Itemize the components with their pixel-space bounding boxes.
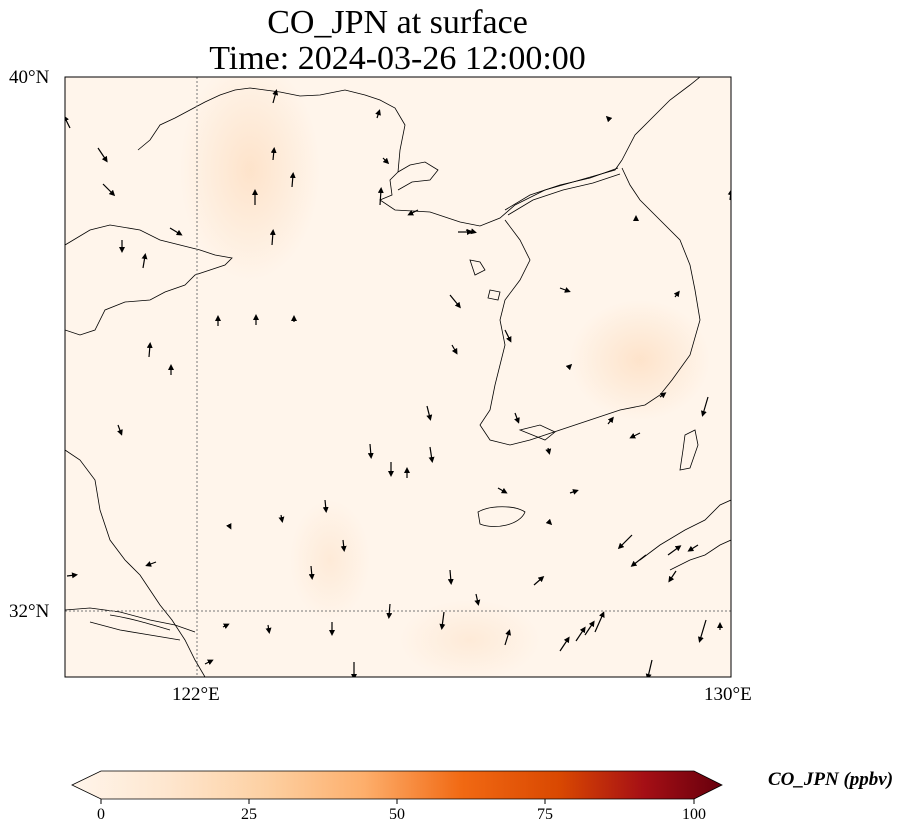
lat-tick-32n: 32°N (9, 601, 50, 622)
wind-arrow (447, 569, 454, 585)
wind-arrow (377, 187, 384, 206)
wind-arrow (278, 514, 285, 523)
wind-arrow (605, 115, 613, 123)
wind-arrow (504, 329, 512, 343)
gridlines (65, 77, 731, 677)
wind-vectors (65, 89, 731, 677)
wind-arrow (375, 109, 381, 119)
wind-arrow (594, 611, 605, 633)
wind-arrow (673, 290, 680, 298)
wind-arrow (145, 561, 157, 567)
wind-arrow (504, 629, 511, 646)
wind-arrow (146, 342, 153, 358)
wind-arrow (687, 544, 699, 552)
wind-arrow (169, 227, 183, 236)
wind-arrow (617, 534, 633, 550)
wind-arrow (545, 518, 553, 526)
wind-arrow (272, 89, 279, 104)
wind-arrow (66, 572, 78, 579)
wind-arrow (222, 623, 230, 630)
lat-tick-40n: 40°N (9, 67, 50, 88)
wind-arrow (645, 659, 653, 677)
wind-arrow (533, 576, 545, 586)
map-title-line1: CO_JPN at surface (267, 4, 528, 41)
lon-tick-122e: 122°E (172, 684, 220, 705)
colorbar (71, 770, 723, 804)
wind-arrow (569, 489, 579, 495)
wind-arrow (439, 611, 446, 630)
wind-arrow (474, 593, 481, 606)
wind-arrow (382, 157, 390, 165)
wind-arrow (117, 424, 123, 436)
colorbar-label: CO_JPN (ppbv) (768, 769, 894, 790)
coastlines (65, 77, 731, 677)
lon-tick-130e: 130°E (704, 684, 752, 705)
wind-arrow (565, 363, 573, 371)
colorbar-tick-0: 0 (97, 806, 105, 823)
wind-arrow (270, 147, 277, 161)
wind-arrow (451, 344, 458, 355)
wind-arrow (584, 620, 595, 636)
wind-arrow (514, 412, 520, 424)
map-field (65, 77, 731, 677)
wind-arrow (629, 432, 641, 439)
wind-arrow (559, 636, 570, 652)
wind-arrow (289, 172, 296, 188)
wind-arrow (667, 545, 682, 556)
wind-arrow (97, 147, 108, 163)
wind-arrow (497, 487, 508, 494)
wind-arrow (697, 619, 707, 643)
wind-arrow (575, 626, 586, 642)
wind-arrow (141, 253, 148, 269)
wind-arrow (700, 396, 709, 417)
wind-arrow (308, 565, 315, 580)
wind-arrow (545, 447, 552, 455)
wind-arrow (102, 183, 116, 197)
wind-arrow (668, 570, 677, 583)
wind-arrow (449, 294, 461, 309)
wind-arrow (428, 446, 435, 463)
wind-arrow (659, 392, 667, 399)
wind-arrow (269, 229, 276, 246)
wind-arrow (65, 115, 71, 129)
wind-arrow (386, 603, 393, 619)
colorbar-tick-25: 25 (241, 806, 257, 823)
colorbar-tick-75: 75 (537, 806, 553, 823)
wind-arrow (340, 539, 347, 552)
colorbar-tick-50: 50 (389, 806, 405, 823)
wind-arrow (204, 659, 214, 666)
wind-arrow (367, 443, 374, 459)
colorbar-tick-100: 100 (682, 806, 706, 823)
wind-arrow (426, 405, 433, 421)
colorbar-tick-marks (100, 799, 695, 804)
wind-arrow (407, 209, 419, 216)
colorbar-bar (71, 770, 723, 800)
wind-arrow (322, 499, 329, 513)
map-frame (64, 76, 732, 678)
wind-arrow (607, 416, 614, 425)
wind-arrow (265, 624, 272, 634)
map-title-line2: Time: 2024-03-26 12:00:00 (209, 40, 586, 77)
wind-arrow (225, 522, 232, 530)
wind-arrow (630, 554, 647, 567)
wind-arrow (559, 287, 571, 293)
